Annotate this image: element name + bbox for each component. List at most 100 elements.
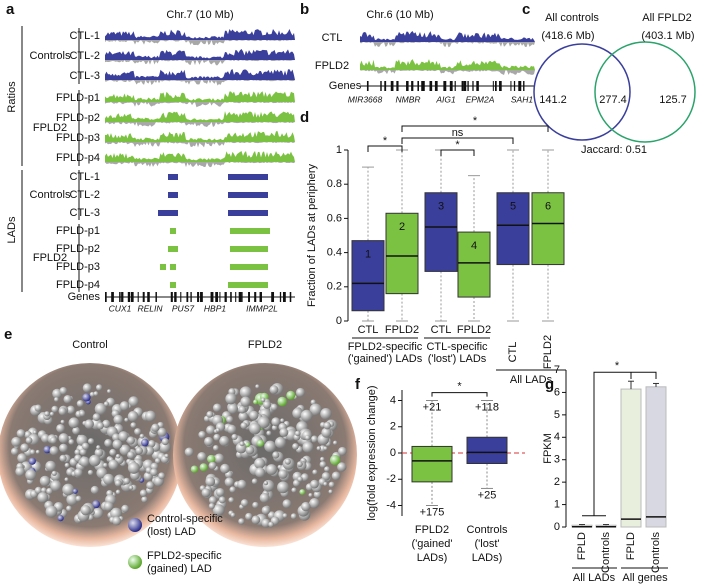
chromatin-sphere <box>108 459 119 470</box>
panel-label: d <box>300 109 309 126</box>
chromatin-sphere <box>197 451 207 462</box>
chromatin-sphere <box>109 448 117 456</box>
gene <box>111 292 114 302</box>
chromatin-sphere <box>280 418 285 423</box>
panel-label: g <box>545 376 554 393</box>
gene-name: EPM2A <box>466 94 495 104</box>
x-tick-label: LADs) <box>417 552 448 564</box>
row-label: FPLD-p2 <box>56 243 100 255</box>
chromatin-sphere <box>107 389 112 394</box>
row-label: CTL-1 <box>69 171 100 183</box>
chromatin-sphere <box>206 410 214 418</box>
chromatin-sphere <box>323 446 328 451</box>
chromatin-sphere <box>58 407 67 416</box>
chromatin-sphere <box>41 487 47 494</box>
chromatin-sphere <box>253 399 259 405</box>
chromatin-sphere <box>245 445 255 455</box>
chromatin-sphere <box>254 457 266 469</box>
gene <box>472 81 474 91</box>
gene <box>142 292 145 302</box>
image-title: FPLD2 <box>248 339 282 351</box>
box <box>351 240 385 312</box>
chromatin-sphere <box>34 486 43 495</box>
genes-label: Genes <box>329 80 362 92</box>
chromatin-sphere <box>264 440 276 453</box>
legend-marker <box>128 518 142 532</box>
chromatin-sphere <box>220 463 230 474</box>
chromatin-sphere <box>213 433 221 441</box>
gene <box>510 81 512 91</box>
chromatin-sphere <box>212 504 225 517</box>
box-number: 6 <box>545 201 551 213</box>
chromatin-sphere <box>82 383 92 393</box>
group-label: ('gained') LADs <box>348 353 423 365</box>
x-tick-label: Controls <box>467 524 508 536</box>
chromatin-sphere <box>25 437 33 444</box>
significance-bracket <box>367 145 403 152</box>
chromatin-sphere <box>284 458 291 465</box>
gene <box>254 292 257 302</box>
y-tick-label: 0.6 <box>327 212 342 224</box>
chromatin-sphere <box>39 475 51 487</box>
chromatin-sphere <box>148 440 156 448</box>
gene <box>105 292 107 302</box>
lad-segment <box>170 228 176 234</box>
venn-note: Jaccard: 0.51 <box>581 144 647 156</box>
chromatin-sphere <box>63 394 73 404</box>
chromatin-sphere <box>309 403 322 416</box>
gene <box>513 81 516 91</box>
chromatin-sphere <box>16 429 26 438</box>
panel-label: e <box>4 326 12 343</box>
legend-label: Control-specific <box>147 513 223 525</box>
row-label: CTL-2 <box>69 50 100 62</box>
y-tick-label: 7 <box>554 364 560 376</box>
chromatin-sphere <box>208 496 217 505</box>
chromatin-sphere <box>114 479 122 487</box>
chromatin-sphere <box>328 489 333 494</box>
gene <box>282 292 286 302</box>
chromatin-sphere <box>87 438 95 445</box>
chromatin-sphere <box>115 453 121 459</box>
chromatin-sphere <box>92 413 101 421</box>
chromatin-sphere <box>338 446 347 456</box>
chromatin-sphere <box>309 497 320 509</box>
chromatin-sphere <box>103 401 109 407</box>
gene <box>434 81 438 91</box>
chromatin-sphere <box>112 433 121 442</box>
track-positive <box>105 111 295 122</box>
bar <box>620 388 642 528</box>
chromatin-sphere <box>226 415 234 424</box>
x-tick-label: LADs) <box>472 552 503 564</box>
gene <box>467 81 469 91</box>
chromatin-sphere <box>224 477 234 487</box>
y-tick-label: 2 <box>554 476 560 488</box>
gene-name: CUX1 <box>109 303 132 313</box>
gene <box>224 292 227 302</box>
y-tick-label: 2 <box>390 421 396 433</box>
row-label: FPLD-p1 <box>56 92 100 104</box>
venn-value: 125.7 <box>659 94 687 106</box>
panel-label: a <box>6 1 15 18</box>
gene-name: NMBR <box>395 94 420 104</box>
chromatin-sphere <box>140 438 149 447</box>
y-tick-label: 0 <box>390 447 396 459</box>
chromatin-sphere <box>212 444 219 451</box>
row-label: FPLD-p2 <box>56 112 100 124</box>
group-label: FPLD2 <box>33 252 67 264</box>
outlier-count: +21 <box>423 401 442 413</box>
chromatin-sphere <box>297 476 303 482</box>
gene <box>155 292 157 302</box>
chromatin-sphere <box>271 417 281 427</box>
chromatin-sphere <box>134 428 142 436</box>
chromatin-sphere <box>96 445 101 450</box>
significance-label: * <box>383 135 388 147</box>
chromatin-sphere <box>299 489 306 495</box>
chromatin-sphere <box>208 503 215 510</box>
chromatin-sphere <box>313 490 322 499</box>
chromatin-sphere <box>127 461 140 474</box>
chromatin-sphere <box>245 442 250 448</box>
chromatin-sphere <box>239 441 245 447</box>
significance-label: * <box>615 360 620 372</box>
chromatin-sphere <box>87 469 94 476</box>
chromatin-sphere <box>269 385 279 395</box>
